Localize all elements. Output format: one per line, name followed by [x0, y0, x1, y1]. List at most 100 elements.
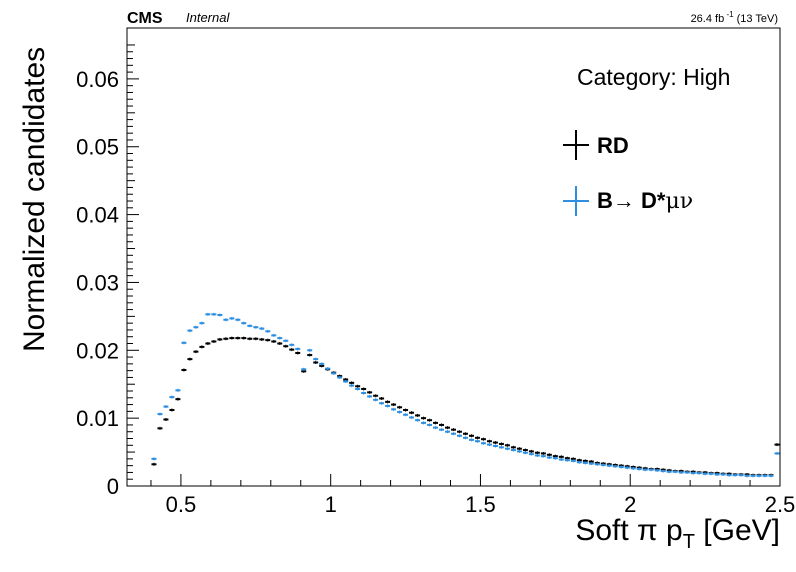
data-point [295, 351, 301, 355]
data-point [744, 474, 750, 478]
data-point [169, 408, 175, 412]
data-point [385, 404, 391, 408]
data-point [427, 423, 433, 427]
data-point [277, 336, 283, 340]
data-point [229, 336, 235, 340]
data-point [439, 423, 445, 427]
data-point [660, 469, 666, 473]
data-point [385, 400, 391, 404]
data-point [241, 336, 247, 340]
series-rd [151, 336, 780, 477]
data-point [421, 421, 427, 425]
data-point [433, 426, 439, 430]
data-point [445, 430, 451, 434]
data-point [229, 316, 235, 320]
data-point [241, 321, 247, 325]
data-point [409, 415, 415, 419]
data-point [409, 411, 415, 415]
data-point [528, 449, 534, 453]
data-point [690, 471, 696, 475]
data-point [193, 325, 199, 329]
data-point [295, 347, 301, 351]
data-point [253, 325, 259, 329]
x-tick-label: 0.5 [166, 492, 197, 517]
data-point [403, 413, 409, 417]
data-point [253, 337, 259, 341]
data-point [211, 312, 217, 316]
y-tick-label: 0.03 [76, 270, 119, 295]
data-point [427, 418, 433, 422]
data-point [301, 367, 307, 371]
data-point [199, 345, 205, 349]
data-point [421, 416, 427, 420]
y-tick-labels: 0 0.01 0.02 0.03 0.04 0.05 0.06 [76, 67, 119, 499]
data-point [492, 444, 498, 448]
data-point [618, 465, 624, 469]
data-point [570, 459, 576, 463]
data-point [756, 474, 762, 478]
y-tick-label: 0.01 [76, 406, 119, 431]
data-point [415, 418, 421, 422]
data-point [456, 434, 462, 438]
data-point [235, 318, 241, 322]
data-point [181, 368, 187, 372]
data-point [564, 458, 570, 462]
data-point [187, 329, 193, 333]
data-point [750, 474, 756, 478]
data-point [271, 333, 277, 337]
status-label: Internal [186, 10, 230, 25]
legend: RD B→ D*μν [563, 130, 693, 216]
x-tick-label: 1.5 [465, 492, 496, 517]
data-point [193, 350, 199, 354]
data-point [211, 339, 217, 343]
data-point [486, 439, 492, 443]
data-point [696, 471, 702, 475]
data-point [373, 398, 379, 402]
data-point [732, 473, 738, 477]
data-point [199, 321, 205, 325]
data-point [642, 468, 648, 472]
legend-label-rd: RD [597, 133, 629, 158]
data-point [462, 432, 468, 436]
data-point [433, 421, 439, 425]
series-bdmunu [151, 312, 780, 478]
data-point [480, 437, 486, 441]
data-point [313, 357, 319, 361]
data-point [307, 348, 313, 352]
data-point [163, 405, 169, 409]
data-point [361, 387, 367, 391]
data-point [552, 456, 558, 460]
data-point [349, 381, 355, 385]
data-point [480, 441, 486, 445]
data-point [600, 463, 606, 467]
data-point [319, 362, 325, 366]
data-point [684, 470, 690, 474]
data-point [582, 461, 588, 465]
data-point [451, 432, 456, 436]
data-point [498, 442, 504, 446]
data-point [672, 470, 678, 474]
data-point [624, 466, 630, 470]
data-point [534, 451, 540, 455]
data-point [247, 337, 253, 341]
data-point [678, 470, 684, 474]
y-tick-label: 0.02 [76, 338, 119, 363]
y-tick-label: 0.06 [76, 67, 119, 92]
data-point [510, 448, 516, 452]
plot-frame [126, 27, 781, 487]
data-point [235, 336, 241, 340]
experiment-label: CMS [127, 10, 163, 27]
data-point [271, 339, 277, 343]
data-point [331, 371, 337, 375]
data-point [373, 394, 379, 398]
data-point [289, 343, 295, 347]
data-point [534, 453, 540, 457]
data-point [451, 428, 456, 432]
data-point [355, 384, 361, 388]
data-point [217, 313, 223, 317]
data-point [576, 460, 582, 464]
data-point [720, 472, 726, 476]
data-point [546, 453, 552, 457]
data-point [415, 413, 421, 417]
data-point [726, 473, 732, 477]
